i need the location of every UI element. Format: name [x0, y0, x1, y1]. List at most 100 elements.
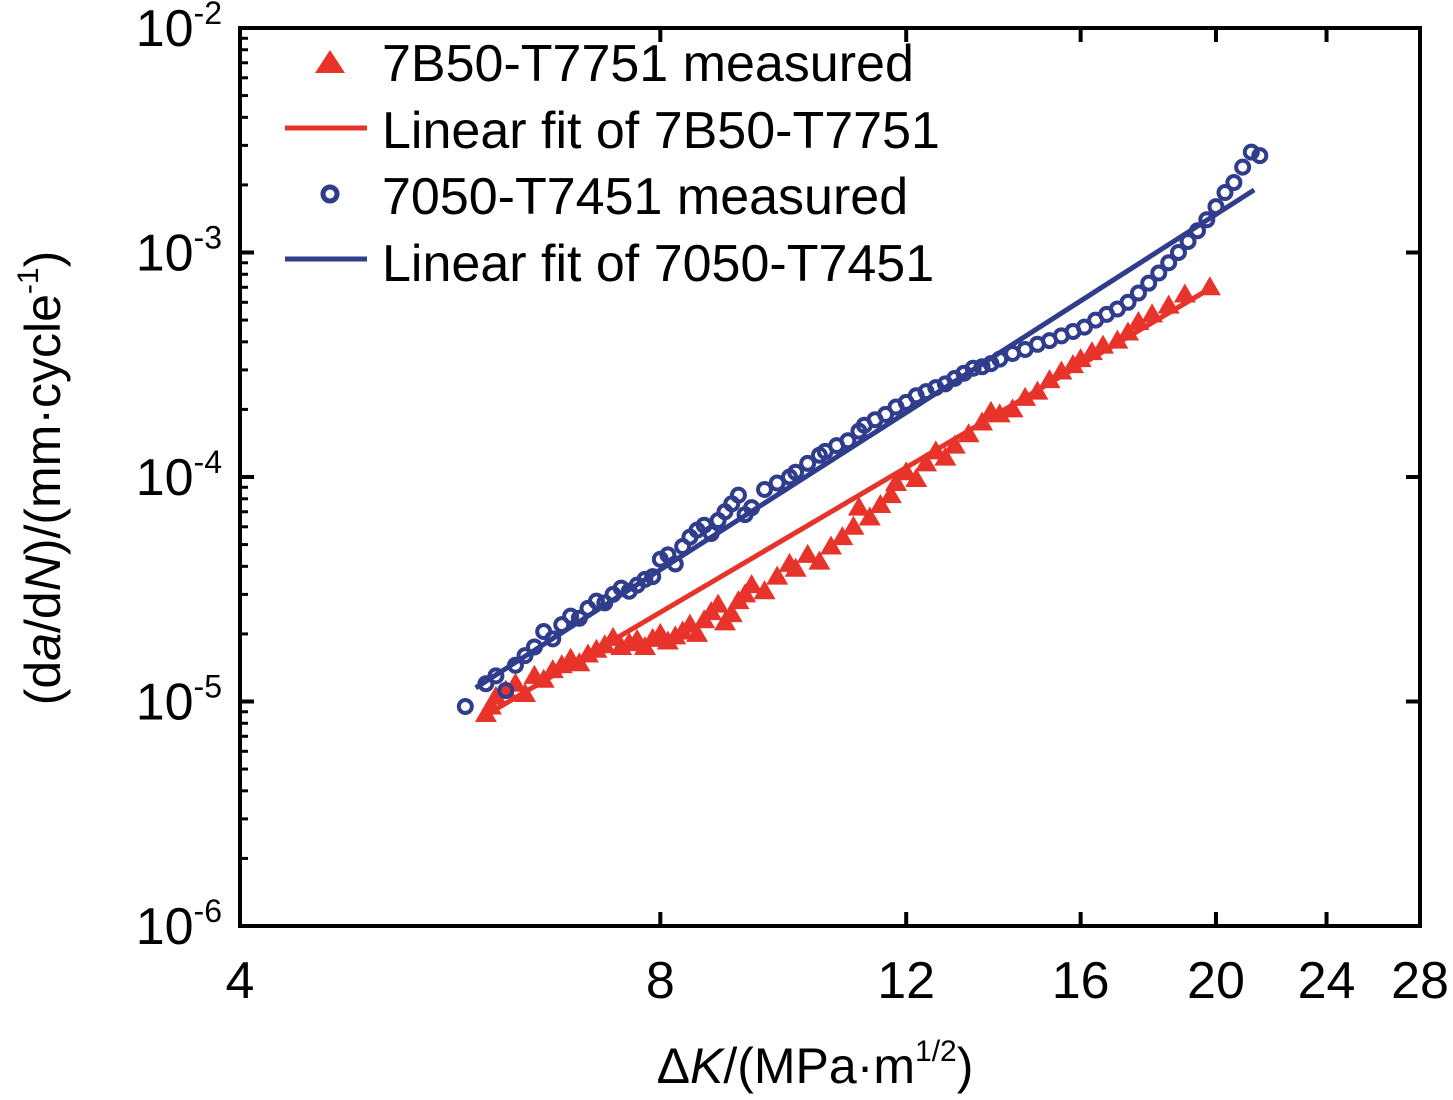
data-point-circle	[1140, 274, 1158, 292]
data-point-triangle	[858, 506, 881, 526]
y-axis-title: (da/dN)/(mm·cycle-1)	[12, 251, 71, 706]
y-tick-exponent: -3	[194, 220, 222, 256]
axis-ticks	[238, 26, 1422, 928]
legend-label: Linear fit of 7050-T7451	[382, 235, 934, 293]
data-point-triangle	[720, 603, 743, 623]
data-point-triangle	[1141, 303, 1164, 323]
data-point-circle	[553, 616, 571, 634]
data-point-triangle	[915, 452, 938, 472]
x-tick-label: 12	[877, 952, 935, 1010]
data-point-triangle	[1001, 398, 1024, 418]
legend: 7B50-T7751 measured Linear fit of 7B50-T…	[285, 35, 940, 293]
data-point-triangle	[1117, 321, 1140, 341]
data-point-circle	[666, 555, 684, 573]
data-point-triangle	[885, 472, 908, 492]
data-point-circle	[456, 698, 474, 716]
legend-circle-marker	[320, 184, 340, 204]
data-point-circle	[1207, 198, 1225, 216]
data-point-circle	[506, 656, 524, 674]
data-point-triangle	[1050, 360, 1073, 380]
data-point-circle	[1216, 184, 1234, 202]
data-point-triangle	[869, 494, 892, 514]
data-point-triangle	[686, 622, 709, 642]
legend-item-7050-fit: Linear fit of 7050-T7451	[285, 235, 934, 293]
y-tick-label: 10-5	[136, 669, 222, 732]
x-tick-label: 28	[1391, 952, 1449, 1010]
data-point-circle	[477, 675, 495, 693]
data-point-circle	[1242, 143, 1260, 161]
data-point-triangle	[796, 543, 819, 563]
data-point-circle	[1160, 254, 1178, 272]
legend-label: 7B50-T7751 measured	[382, 35, 914, 93]
x-tick-label: 8	[646, 952, 675, 1010]
data-point-circle	[1234, 158, 1252, 176]
data-point-circle	[702, 525, 720, 543]
data-point-circle	[516, 647, 534, 665]
fit-line	[474, 187, 1256, 690]
data-point-circle	[964, 359, 982, 377]
y-tick-labels: 10-610-510-410-310-2	[136, 0, 222, 956]
data-point-circle	[544, 630, 562, 648]
data-point-triangle	[1106, 329, 1129, 349]
y-tick-label: 10-2	[136, 0, 222, 58]
y-tick-exponent: -6	[194, 893, 222, 929]
data-point-circle	[1119, 293, 1137, 311]
data-point-triangle	[1198, 276, 1221, 296]
data-point-triangle	[766, 565, 789, 585]
data-point-circle	[1225, 174, 1243, 192]
data-point-triangle	[957, 423, 980, 443]
data-point-circle	[799, 454, 817, 472]
data-point-triangle	[808, 550, 831, 570]
y-tick-label: 10-4	[136, 444, 222, 507]
data-point-circle	[636, 570, 654, 588]
data-point-triangle	[1014, 386, 1037, 406]
y-tick-base: 10	[136, 674, 194, 732]
data-point-triangle	[971, 411, 994, 431]
data-point-circle	[1251, 147, 1269, 165]
x-tick-label: 16	[1052, 952, 1110, 1010]
data-point-circle	[570, 609, 588, 627]
y-tick-label: 10-6	[136, 893, 222, 956]
data-point-circle	[756, 480, 774, 498]
data-point-triangle	[532, 668, 555, 688]
legend-item-7050-measured: 7050-T7451 measured	[320, 168, 908, 226]
data-point-triangle	[784, 557, 807, 577]
data-point-triangle	[943, 434, 966, 454]
x-tick-label: 4	[226, 952, 255, 1010]
x-tick-label: 24	[1298, 952, 1356, 1010]
data-point-circle	[743, 499, 761, 517]
data-point-circle	[497, 681, 515, 699]
data-point-circle	[1150, 264, 1168, 282]
data-point-triangle	[842, 515, 865, 535]
data-point-triangle	[819, 535, 842, 555]
data-point-triangle	[1069, 348, 1092, 368]
data-point-triangle	[1173, 283, 1196, 303]
data-marks	[456, 143, 1269, 722]
data-point-circle	[1179, 232, 1197, 250]
data-point-triangle	[831, 526, 854, 546]
data-point-circle	[1169, 244, 1187, 261]
data-point-triangle	[514, 682, 537, 702]
legend-item-7b50-fit: Linear fit of 7B50-T7751	[285, 102, 940, 160]
data-point-circle	[839, 432, 857, 450]
data-point-circle	[787, 463, 805, 481]
data-point-triangle	[988, 403, 1011, 423]
x-tick-labels: 4 8 12 16 20 24 28	[226, 952, 1449, 1010]
data-point-circle	[1188, 222, 1206, 240]
data-point-triangle	[484, 685, 507, 705]
data-point-triangle	[895, 461, 918, 481]
plot-frame	[238, 26, 1422, 928]
data-point-triangle	[1127, 311, 1150, 331]
legend-label: 7050-T7451 measured	[382, 168, 908, 226]
data-point-triangle	[1038, 369, 1061, 389]
data-point-circle	[729, 486, 747, 504]
data-point-circle	[587, 592, 605, 610]
x-axis-title: ΔK/(MPa·m1/2)	[657, 1035, 974, 1094]
y-tick-exponent: -4	[194, 444, 222, 480]
y-tick-base: 10	[136, 449, 194, 507]
data-point-triangle	[707, 593, 730, 613]
data-point-circle	[1129, 284, 1147, 302]
data-point-triangle	[847, 496, 870, 516]
data-point-triangle	[753, 580, 776, 600]
